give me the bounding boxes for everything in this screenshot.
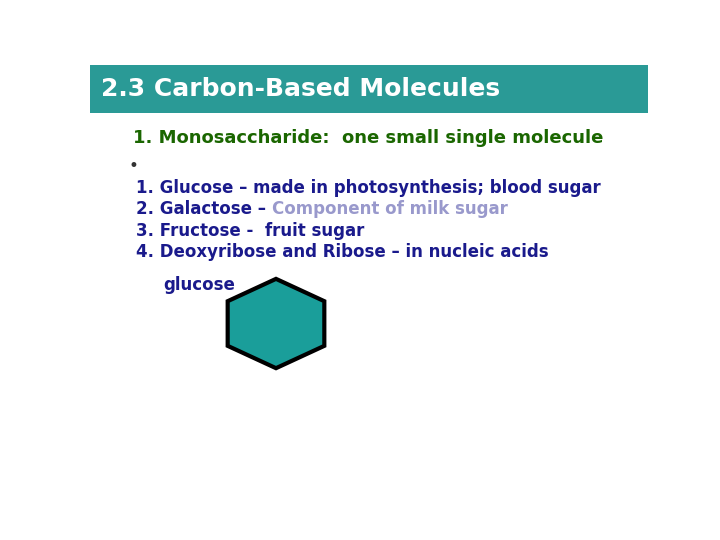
Text: glucose: glucose: [163, 276, 235, 294]
FancyBboxPatch shape: [90, 65, 648, 112]
Text: 1. Monosaccharide:  one small single molecule: 1. Monosaccharide: one small single mole…: [132, 130, 603, 147]
Text: 4. Deoxyribose and Ribose – in nucleic acids: 4. Deoxyribose and Ribose – in nucleic a…: [137, 244, 549, 261]
Text: 2.3 Carbon-Based Molecules: 2.3 Carbon-Based Molecules: [101, 77, 500, 100]
Text: 2. Galactose –: 2. Galactose –: [137, 200, 272, 218]
Text: 3. Fructose -  fruit sugar: 3. Fructose - fruit sugar: [137, 222, 365, 240]
Polygon shape: [228, 279, 324, 368]
Text: Component of milk sugar: Component of milk sugar: [272, 200, 508, 218]
Text: 1. Glucose – made in photosynthesis; blood sugar: 1. Glucose – made in photosynthesis; blo…: [137, 179, 601, 197]
Text: •: •: [129, 157, 139, 175]
